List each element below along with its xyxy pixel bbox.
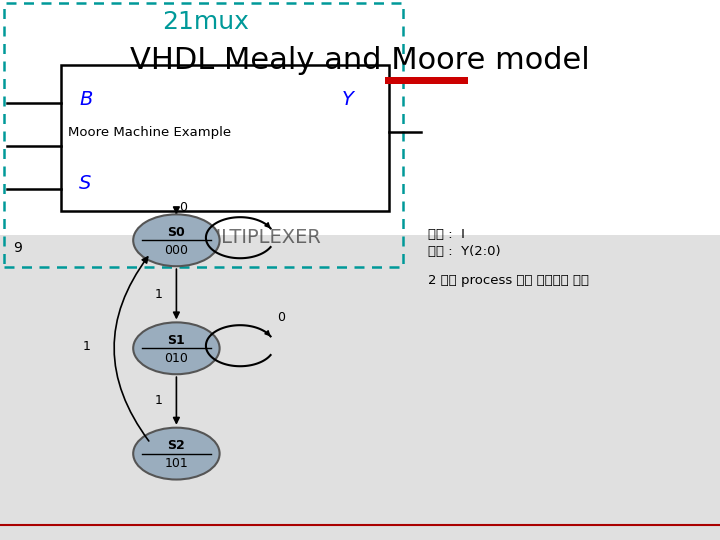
Text: S: S — [79, 174, 91, 193]
Text: 1: 1 — [155, 288, 162, 301]
Text: VHDL Mealy and Moore model: VHDL Mealy and Moore model — [130, 46, 590, 75]
Ellipse shape — [133, 322, 220, 374]
Text: 9: 9 — [14, 241, 22, 255]
Text: 0: 0 — [277, 310, 286, 323]
Text: B: B — [79, 90, 93, 110]
FancyArrowPatch shape — [114, 257, 149, 441]
Text: 1: 1 — [155, 394, 162, 408]
Text: 101: 101 — [165, 457, 188, 470]
FancyBboxPatch shape — [61, 65, 389, 211]
Text: 2 개의 process 문을 이용하여 표현: 2 개의 process 문을 이용하여 표현 — [428, 274, 590, 287]
Ellipse shape — [133, 214, 220, 266]
Text: 입력 :  I: 입력 : I — [428, 228, 465, 241]
Ellipse shape — [133, 428, 220, 480]
FancyBboxPatch shape — [385, 77, 468, 84]
Text: Y: Y — [342, 90, 354, 110]
Text: S2: S2 — [168, 439, 185, 452]
FancyBboxPatch shape — [0, 0, 720, 235]
Text: MULTIPLEXER: MULTIPLEXER — [190, 228, 321, 247]
Text: 010: 010 — [164, 352, 189, 365]
Text: 21mux: 21mux — [162, 10, 248, 33]
Text: 출력 :  Y(2:0): 출력 : Y(2:0) — [428, 245, 501, 258]
Text: S0: S0 — [168, 226, 185, 239]
Text: S1: S1 — [168, 334, 185, 347]
Text: 1: 1 — [83, 340, 90, 354]
Text: 0: 0 — [179, 201, 188, 214]
Text: Moore Machine Example: Moore Machine Example — [68, 126, 232, 139]
Text: 000: 000 — [164, 244, 189, 256]
